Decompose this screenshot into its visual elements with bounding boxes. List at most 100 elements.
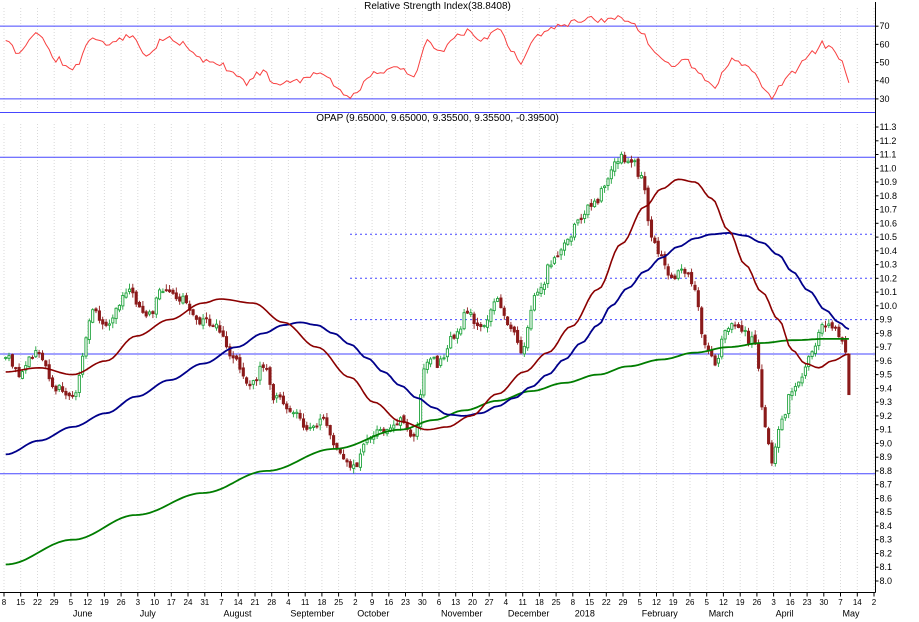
rsi-level-lines <box>0 25 876 100</box>
svg-text:September: September <box>290 609 334 619</box>
svg-text:9.6: 9.6 <box>880 356 893 366</box>
svg-text:9.5: 9.5 <box>880 370 893 380</box>
svg-text:30: 30 <box>418 598 427 607</box>
svg-text:2: 2 <box>872 598 877 607</box>
svg-text:10.3: 10.3 <box>880 260 898 270</box>
svg-text:18: 18 <box>317 598 326 607</box>
svg-text:9.3: 9.3 <box>880 397 893 407</box>
svg-text:11.0: 11.0 <box>880 163 897 173</box>
ma-fast-line <box>5 178 850 431</box>
svg-text:8.6: 8.6 <box>880 494 893 504</box>
svg-text:10.2: 10.2 <box>880 273 898 283</box>
svg-text:8.0: 8.0 <box>880 576 893 586</box>
svg-text:11: 11 <box>301 598 310 607</box>
candles <box>4 151 851 474</box>
price-level-lines <box>0 156 876 475</box>
svg-text:4: 4 <box>504 598 509 607</box>
svg-text:23: 23 <box>803 598 812 607</box>
svg-text:11.1: 11.1 <box>880 150 897 160</box>
svg-text:8: 8 <box>571 598 576 607</box>
svg-text:23: 23 <box>401 598 410 607</box>
svg-text:29: 29 <box>50 598 59 607</box>
rsi-line <box>5 14 850 101</box>
svg-text:18: 18 <box>535 598 544 607</box>
svg-text:3: 3 <box>136 598 141 607</box>
rsi-axis-labels: 70 60 50 40 30 <box>875 21 890 104</box>
svg-text:8.1: 8.1 <box>880 562 893 572</box>
svg-text:22: 22 <box>33 598 42 607</box>
svg-text:10.7: 10.7 <box>880 205 898 215</box>
svg-text:May: May <box>843 609 861 619</box>
svg-text:40: 40 <box>880 76 890 86</box>
svg-text:June: June <box>73 609 93 619</box>
svg-text:8.2: 8.2 <box>880 549 893 559</box>
svg-text:8.5: 8.5 <box>880 507 893 517</box>
svg-text:7: 7 <box>219 598 224 607</box>
svg-text:29: 29 <box>619 598 628 607</box>
svg-text:November: November <box>441 609 483 619</box>
svg-text:4: 4 <box>286 598 291 607</box>
svg-text:14: 14 <box>853 598 862 607</box>
svg-text:8.3: 8.3 <box>880 535 893 545</box>
svg-text:9.1: 9.1 <box>880 425 893 435</box>
svg-text:10.9: 10.9 <box>880 177 898 187</box>
svg-text:19: 19 <box>100 598 109 607</box>
svg-text:10.8: 10.8 <box>880 191 898 201</box>
svg-text:5: 5 <box>704 598 709 607</box>
svg-text:8.8: 8.8 <box>880 466 893 476</box>
month-labels: June July August September October November De… <box>73 609 860 619</box>
svg-text:6: 6 <box>437 598 442 607</box>
svg-text:20: 20 <box>468 598 477 607</box>
svg-text:9.7: 9.7 <box>880 342 893 352</box>
svg-text:26: 26 <box>752 598 761 607</box>
svg-text:3: 3 <box>771 598 776 607</box>
svg-text:8.7: 8.7 <box>880 480 893 490</box>
svg-text:50: 50 <box>880 58 890 68</box>
price-axis: 11.3 11.2 11.1 11.0 10.9 10.8 10.7 10.6 10.5 10.4… <box>875 2 898 593</box>
svg-text:9: 9 <box>370 598 375 607</box>
svg-text:11: 11 <box>519 598 528 607</box>
svg-text:13: 13 <box>451 598 460 607</box>
svg-text:8: 8 <box>2 598 7 607</box>
svg-text:9.4: 9.4 <box>880 383 893 393</box>
svg-text:8.9: 8.9 <box>880 452 893 462</box>
svg-text:25: 25 <box>334 598 343 607</box>
svg-text:22: 22 <box>602 598 611 607</box>
svg-text:March: March <box>709 609 734 619</box>
svg-text:16: 16 <box>384 598 393 607</box>
svg-text:12: 12 <box>83 598 92 607</box>
svg-text:11.3: 11.3 <box>880 122 897 132</box>
svg-text:19: 19 <box>736 598 745 607</box>
svg-text:16: 16 <box>786 598 795 607</box>
svg-text:12: 12 <box>652 598 661 607</box>
svg-text:July: July <box>140 609 157 619</box>
svg-text:10.6: 10.6 <box>880 218 898 228</box>
svg-text:27: 27 <box>485 598 494 607</box>
svg-text:30: 30 <box>880 94 890 104</box>
svg-text:15: 15 <box>16 598 25 607</box>
svg-text:10: 10 <box>150 598 159 607</box>
svg-text:17: 17 <box>167 598 176 607</box>
svg-text:December: December <box>508 609 550 619</box>
svg-text:11.2: 11.2 <box>880 136 897 146</box>
svg-text:70: 70 <box>880 21 890 31</box>
ma-mid-line <box>5 231 850 456</box>
svg-text:7: 7 <box>838 598 843 607</box>
svg-text:2018: 2018 <box>575 609 595 619</box>
svg-text:10.5: 10.5 <box>880 232 898 242</box>
svg-text:August: August <box>224 609 253 619</box>
svg-text:9.0: 9.0 <box>880 438 893 448</box>
svg-text:5: 5 <box>69 598 74 607</box>
svg-text:5: 5 <box>638 598 643 607</box>
svg-text:April: April <box>776 609 794 619</box>
svg-text:25: 25 <box>552 598 561 607</box>
svg-text:8.4: 8.4 <box>880 521 893 531</box>
svg-text:21: 21 <box>251 598 260 607</box>
svg-text:60: 60 <box>880 39 890 49</box>
svg-text:10.0: 10.0 <box>880 301 898 311</box>
svg-text:26: 26 <box>117 598 126 607</box>
svg-text:14: 14 <box>234 598 243 607</box>
svg-text:February: February <box>642 609 679 619</box>
